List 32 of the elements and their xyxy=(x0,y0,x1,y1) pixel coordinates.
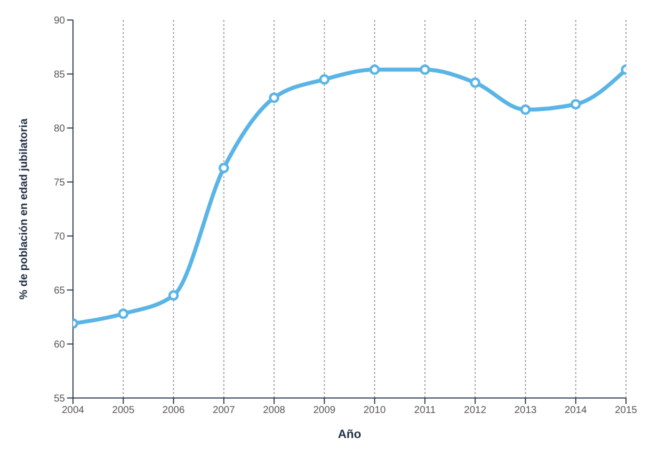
point xyxy=(218,162,230,174)
x-tick-label: 2013 xyxy=(514,405,538,416)
y-tick-label: 85 xyxy=(54,70,66,81)
point xyxy=(420,64,430,75)
x-tick-label: 2006 xyxy=(162,405,186,416)
x-tick-label: 2004 xyxy=(62,405,85,416)
x-tick-label: 2007 xyxy=(212,405,236,416)
point xyxy=(570,98,581,110)
x-tick-label: 2012 xyxy=(464,405,487,416)
x-tick-label: 2011 xyxy=(414,405,436,416)
x-tick-label: 2010 xyxy=(364,405,386,416)
x-tick-label: 2005 xyxy=(112,405,135,416)
y-tick-label: 55 xyxy=(54,394,66,405)
x-tick-label: 2014 xyxy=(564,405,588,416)
point xyxy=(268,92,280,104)
y-tick-label: 70 xyxy=(54,232,66,243)
x-axis-title: Año xyxy=(338,427,362,441)
point xyxy=(369,64,380,75)
x-tick-label: 2015 xyxy=(614,405,638,416)
point xyxy=(168,290,179,301)
y-tick-label: 80 xyxy=(54,124,66,135)
x-tick-label: 2008 xyxy=(262,405,286,416)
x-tick-label: 2009 xyxy=(313,405,336,416)
point xyxy=(319,74,330,85)
point xyxy=(520,104,531,115)
y-axis-title: % de población en edad jubilatoria xyxy=(18,118,30,300)
y-tick-label: 90 xyxy=(54,16,66,27)
y-tick-label: 65 xyxy=(54,286,66,297)
point xyxy=(470,77,480,88)
y-tick-label: 75 xyxy=(54,178,66,189)
point xyxy=(118,308,129,320)
y-tick-label: 60 xyxy=(54,340,66,351)
